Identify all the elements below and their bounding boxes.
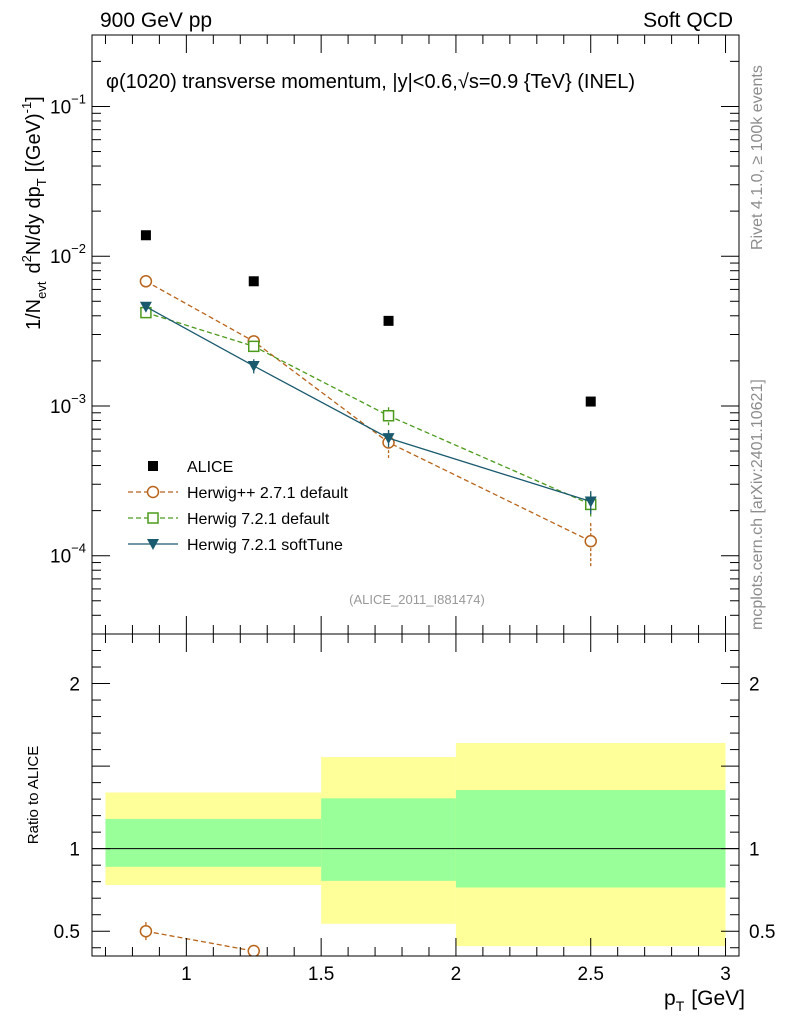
data-point [248,276,259,287]
data-point [584,496,597,508]
main-panel [139,230,597,567]
ratio-y-tick-label-right: 1 [749,840,760,861]
x-label-rest: [GeV] [691,987,745,1010]
main-y-tick-label: 10−4 [50,541,86,568]
legend-marker [147,539,159,550]
ratio-y-tick-label-right: 0.5 [749,922,775,943]
tick-exponent: −2 [71,241,86,256]
tick-base: 10 [50,547,71,568]
data-point [584,534,597,548]
x-tick-label: 2 [451,964,462,985]
y-label-mid2: N/dy dp [23,186,45,255]
legend-label: Herwig 7.2.1 default [187,511,330,528]
x-label-sub: T [676,998,685,1014]
y-label-sup1: 2 [19,255,34,262]
ratio-panel [92,742,739,956]
legend-marker [146,485,160,499]
rivet-version-label: Rivet 4.1.0, ≥ 100k events [749,65,766,250]
y-label-lead: 1/N [23,299,45,330]
ratio-y-tick-label-left: 0.5 [54,922,80,943]
chart-title: φ(1020) transverse momentum, |y|<0.6,√s=… [106,71,635,93]
series-alice [140,230,596,407]
y-label-sup2: -1 [19,102,34,114]
data-point [247,360,260,372]
tick-base: 10 [50,247,71,268]
legend-label: Herwig 7.2.1 softTune [187,537,343,554]
panel-frames: 10−110−210−310−41 1.5 2 2.5 30.5 0.51 12 2 [50,34,775,985]
ratio-y-tick-label-left: 2 [69,675,80,696]
series-line [145,311,591,506]
uncertainty-band-green-1 [105,818,322,867]
tick-exponent: −1 [71,91,86,106]
ratio-series-line [145,930,254,952]
ratio-series-herwigpp-271 [139,922,260,956]
legend-entry: Herwig++ 2.7.1 default [128,485,349,502]
data-point [383,315,394,326]
y-label-mid: d [23,262,45,273]
main-y-axis-label: 1/Nevt d2N/dy dpT [(GeV)-1] [19,96,49,330]
main-y-tick-label: 10−1 [50,91,86,118]
legend-label: ALICE [187,459,233,476]
data-point [585,396,596,407]
x-tick-label: 1.5 [308,964,334,985]
x-label-p: p [664,987,676,1010]
x-axis-label: pT [GeV] [664,987,745,1014]
x-tick-label: 2.5 [578,964,604,985]
legend-entry: Herwig 7.2.1 default [128,511,330,528]
ratio-y-axis-label: Ratio to ALICE [25,746,42,844]
x-tick-label: 1 [181,964,192,985]
data-point [382,410,395,422]
category-label: Soft QCD [643,9,733,32]
y-label-sub2: T [34,178,49,186]
data-point [382,433,395,445]
tick-exponent: −4 [71,541,86,556]
y-label-close: ] [23,96,45,102]
data-point [140,230,151,241]
data-point [248,340,260,353]
legend-entry: Herwig 7.2.1 softTune [128,537,343,554]
legend-entry: ALICE [148,459,233,476]
data-point [139,275,153,288]
series-line [145,280,592,542]
tick-base: 10 [50,397,71,418]
ratio-data-point [247,944,260,956]
legend: ALICE Herwig++ 2.7.1 default Herwig 7.2.1 … [128,459,349,554]
data-point [139,301,152,313]
legend-marker [147,512,159,524]
tick-base: 10 [50,97,71,118]
collision-label: 900 GeV pp [100,9,212,32]
uncertainty-band-green-2 [321,798,456,881]
uncertainty-band-green-3 [455,790,726,888]
tick-exponent: −3 [71,391,86,406]
legend-marker [148,461,158,471]
x-tick-label: 3 [720,964,731,985]
ratio-data-point [139,924,153,938]
main-y-tick-label: 10−3 [50,391,86,418]
y-label-sub1: evt [34,281,49,299]
mcplots-reference-label: mcplots.cern.ch [arXiv:2401.10621] [749,379,766,630]
analysis-id-label: (ALICE_2011_I881474) [349,592,485,607]
legend-label: Herwig++ 2.7.1 default [187,485,349,502]
ratio-panel-frame [91,633,740,957]
series-line [145,306,591,503]
series-herwig-7-2-1-softtune [139,301,597,514]
main-y-tick-label: 10−2 [50,241,86,268]
y-label-tail: [(GeV) [23,113,45,172]
series-herwig-2-7-1-default [139,275,597,567]
ratio-y-tick-label-left: 1 [69,840,80,861]
ratio-y-tick-label-right: 2 [749,675,760,696]
